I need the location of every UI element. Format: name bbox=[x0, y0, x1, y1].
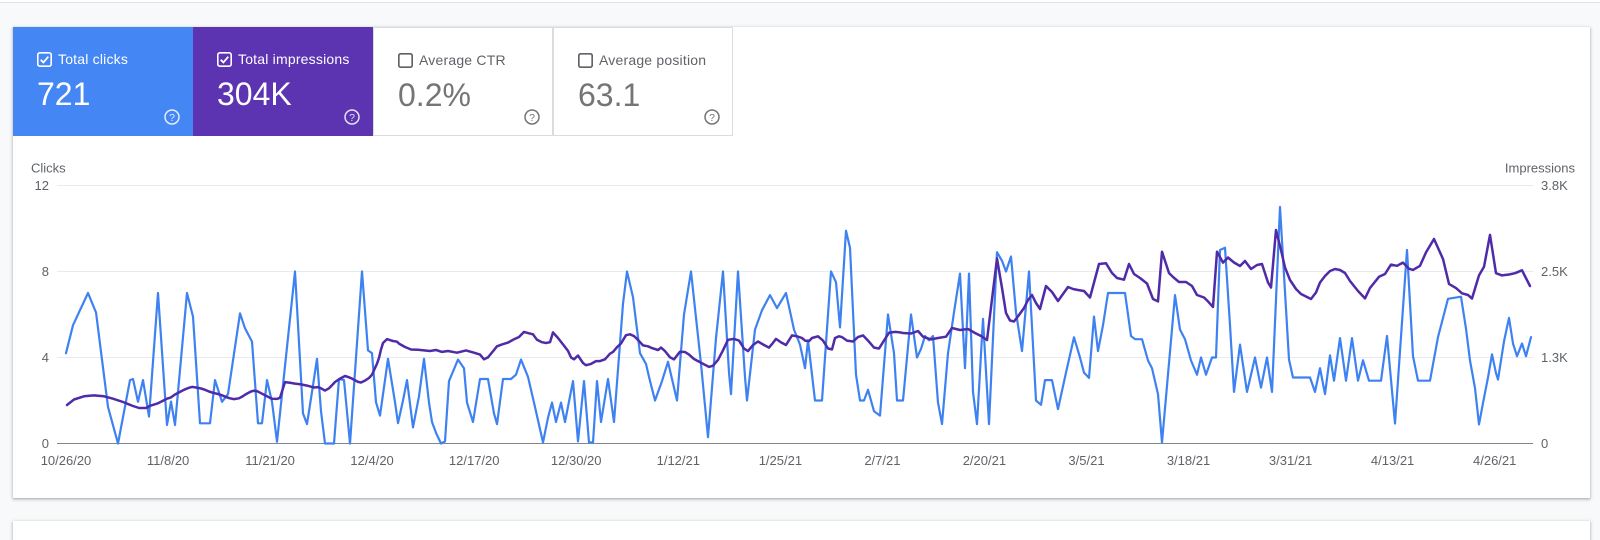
svg-text:10/26/20: 10/26/20 bbox=[41, 453, 92, 468]
svg-text:2/7/21: 2/7/21 bbox=[864, 453, 900, 468]
svg-text:12/17/20: 12/17/20 bbox=[449, 453, 500, 468]
svg-text:Clicks: Clicks bbox=[31, 161, 66, 176]
svg-text:0: 0 bbox=[1541, 436, 1548, 451]
svg-text:2.5K: 2.5K bbox=[1541, 264, 1568, 279]
svg-text:3.8K: 3.8K bbox=[1541, 178, 1568, 193]
svg-text:11/8/20: 11/8/20 bbox=[147, 453, 189, 468]
svg-text:4: 4 bbox=[42, 350, 49, 365]
svg-text:12/30/20: 12/30/20 bbox=[551, 453, 602, 468]
svg-text:1/25/21: 1/25/21 bbox=[759, 453, 802, 468]
svg-text:4/26/21: 4/26/21 bbox=[1473, 453, 1516, 468]
svg-text:12: 12 bbox=[35, 178, 49, 193]
svg-text:3/18/21: 3/18/21 bbox=[1167, 453, 1210, 468]
svg-text:?: ? bbox=[709, 112, 715, 124]
svg-text:3/31/21: 3/31/21 bbox=[1269, 453, 1312, 468]
svg-text:4/13/21: 4/13/21 bbox=[1371, 453, 1414, 468]
svg-text:12/4/20: 12/4/20 bbox=[350, 453, 393, 468]
svg-text:1.3K: 1.3K bbox=[1541, 350, 1568, 365]
svg-text:0: 0 bbox=[42, 436, 49, 451]
svg-text:1/12/21: 1/12/21 bbox=[657, 453, 700, 468]
svg-text:3/5/21: 3/5/21 bbox=[1068, 453, 1104, 468]
svg-text:2/20/21: 2/20/21 bbox=[963, 453, 1006, 468]
svg-text:11/21/20: 11/21/20 bbox=[245, 453, 295, 468]
svg-text:Impressions: Impressions bbox=[1505, 161, 1576, 176]
svg-text:8: 8 bbox=[42, 264, 49, 279]
svg-text:?: ? bbox=[529, 112, 535, 124]
svg-text:?: ? bbox=[169, 111, 175, 123]
svg-text:?: ? bbox=[349, 111, 355, 123]
